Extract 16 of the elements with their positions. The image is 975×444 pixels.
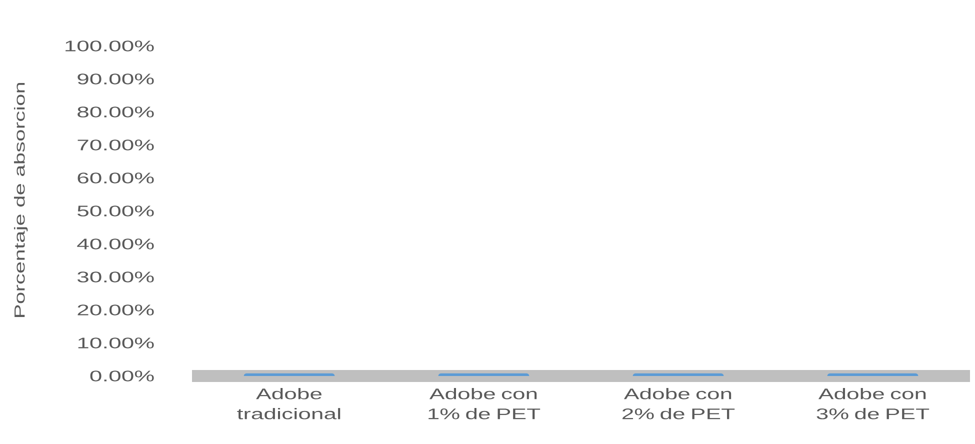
x-tick-label: Adobe tradicional [237,388,340,420]
y-tick-label: 10.00% [78,338,154,348]
y-axis-title: Porcentaje de absorcion [14,82,28,317]
y-tick-label: 30.00% [77,272,154,282]
y-tick-label: 90.00% [78,74,154,84]
y-tick-label: 20.00% [78,304,154,316]
y-tick-label: 40.00% [77,238,154,250]
y-tick-label: 70.00% [78,140,154,150]
y-tick-label: 0.00% [90,370,154,382]
y-tick-label: 100.00% [66,40,154,52]
x-tick-label: Adobe con 3% de PET [816,388,930,420]
x-tick-label: Adobe con 2% de PET [622,388,735,420]
x-tick-label: Adobe con 1% de PET [428,388,540,420]
y-tick-label: 60.00% [78,172,154,184]
y-tick-label: 80.00% [78,106,154,118]
y-tick-label: 50.00% [78,206,154,216]
